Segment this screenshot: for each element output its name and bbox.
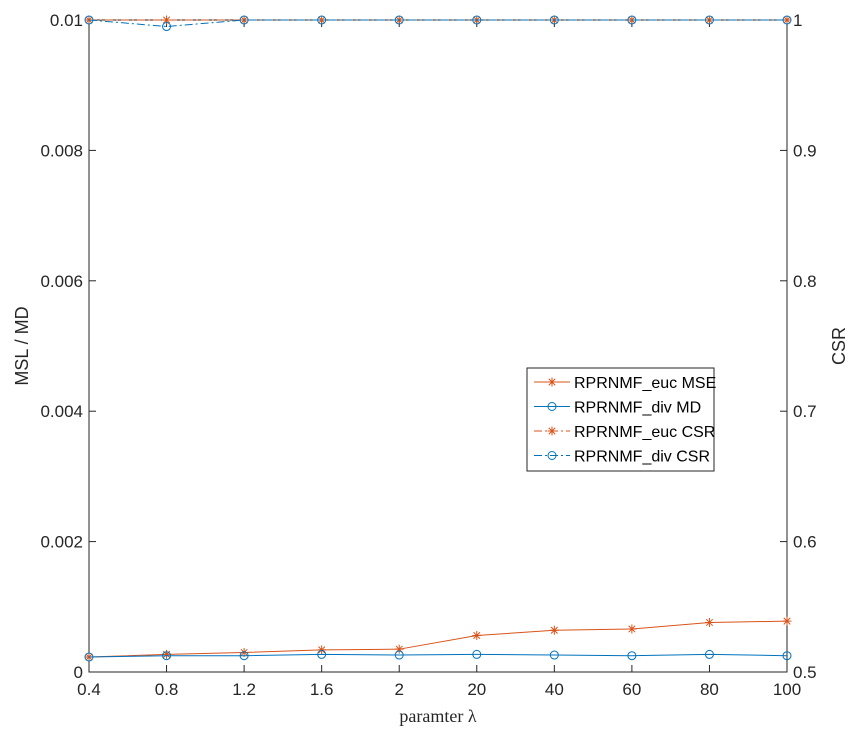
x-tick-label: 80 xyxy=(700,680,719,699)
legend-entry: RPRNMF_div CSR xyxy=(574,449,710,466)
series-2-point xyxy=(472,649,482,659)
y-axis-left-label: MSL / MD xyxy=(12,306,32,385)
series-2-point xyxy=(627,651,637,661)
series-4-point xyxy=(549,15,559,25)
series-1-point xyxy=(627,624,637,634)
series-4-point xyxy=(472,15,482,25)
x-tick-label: 2 xyxy=(394,680,403,699)
legend-entry: RPRNMF_euc CSR xyxy=(574,424,715,441)
y-tick-label-left: 0.006 xyxy=(40,272,83,291)
series-4-point xyxy=(704,15,714,25)
x-tick-label: 60 xyxy=(622,680,641,699)
y-axis-right-label: CSR xyxy=(829,327,849,365)
series-1-point xyxy=(549,625,559,635)
y-tick-label-left: 0 xyxy=(74,663,83,682)
y-tick-label-left: 0.002 xyxy=(40,533,83,552)
series-1-point xyxy=(162,649,172,659)
x-tick-label: 100 xyxy=(773,680,801,699)
series-3-point xyxy=(162,15,172,25)
legend-box xyxy=(526,367,715,472)
series-4-point xyxy=(162,22,172,32)
series-line-2 xyxy=(88,653,788,658)
x-axis-label: paramter λ xyxy=(399,706,476,726)
series-2-point xyxy=(162,651,172,661)
series-1-point xyxy=(239,647,249,657)
y-tick-label-right: 0.6 xyxy=(793,533,817,552)
series-3-point xyxy=(782,15,792,25)
legend-entry: RPRNMF_euc MSE xyxy=(574,375,716,392)
x-tick-label: 1.6 xyxy=(310,680,334,699)
series-1-point xyxy=(394,644,404,654)
series-3-point xyxy=(627,15,637,25)
x-tick-label: 40 xyxy=(545,680,564,699)
y-tick-label-left: 0.004 xyxy=(40,402,83,421)
y-tick-label-right: 0.7 xyxy=(793,402,817,421)
series-4-point xyxy=(239,15,249,25)
series-1-point xyxy=(472,630,482,640)
x-tick-label: 0.8 xyxy=(155,680,179,699)
series-2-point xyxy=(549,650,559,660)
series-4-point xyxy=(317,15,327,25)
series-4-point xyxy=(84,15,94,25)
y-tick-label-right: 0.5 xyxy=(793,663,817,682)
legend-entry: RPRNMF_div MD xyxy=(574,400,701,417)
series-1-point xyxy=(704,617,714,627)
series-2-point xyxy=(84,652,94,662)
series-2-point xyxy=(394,650,404,660)
series-4-point xyxy=(782,15,792,25)
series-line-4 xyxy=(88,19,787,28)
x-tick-label: 0.4 xyxy=(77,680,101,699)
series-4-point xyxy=(394,15,404,25)
y-tick-label-right: 1 xyxy=(793,11,802,30)
y-tick-label-left: 0.01 xyxy=(50,11,83,30)
series-3-point xyxy=(317,15,327,25)
y-tick-label-left: 0.008 xyxy=(40,141,83,160)
series-1-point xyxy=(782,616,792,626)
series-2-point xyxy=(317,649,327,659)
legend-marker xyxy=(547,402,557,411)
y-tick-label-right: 0.9 xyxy=(793,141,817,160)
series-1-point xyxy=(317,645,327,655)
legend-marker xyxy=(547,377,557,387)
y-tick-label-right: 0.8 xyxy=(793,272,817,291)
legend-marker xyxy=(547,426,557,436)
legend-marker xyxy=(547,451,557,460)
series-line-1 xyxy=(88,620,788,658)
series-2-point xyxy=(239,651,249,661)
plot-frame xyxy=(88,19,788,673)
x-tick-label: 1.2 xyxy=(232,680,256,699)
x-tick-label: 20 xyxy=(467,680,486,699)
series-2-point xyxy=(782,651,792,661)
series-2-point xyxy=(704,649,714,659)
series-4-point xyxy=(627,15,637,25)
